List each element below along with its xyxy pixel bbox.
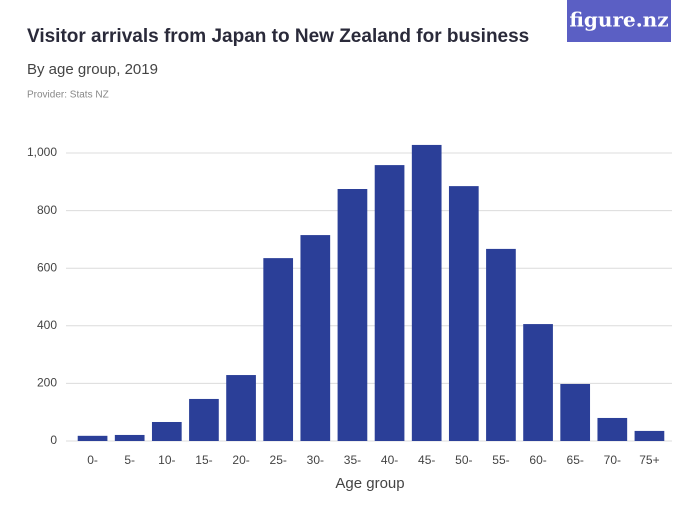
x-tick-label: 40-	[381, 453, 398, 467]
chart-subtitle: By age group, 2019	[27, 61, 158, 78]
x-tick-label: 0-	[87, 453, 98, 467]
bar	[151, 421, 182, 441]
bar	[114, 434, 145, 441]
x-tick-label: 30-	[307, 453, 324, 467]
x-tick-label: 15-	[195, 453, 212, 467]
bar	[263, 258, 294, 441]
bar	[411, 144, 442, 441]
bar	[226, 375, 256, 441]
y-tick-label: 400	[37, 318, 57, 332]
bar	[337, 189, 368, 441]
bar	[486, 248, 516, 441]
y-tick-label: 600	[37, 260, 57, 274]
logo: figure.nz	[569, 8, 668, 32]
bar	[374, 165, 405, 441]
x-tick-label: 5-	[124, 453, 135, 467]
chart-title: Visitor arrivals from Japan to New Zeala…	[27, 26, 529, 47]
x-tick-label: 65-	[567, 453, 584, 467]
bar	[300, 235, 331, 441]
bar	[523, 324, 553, 441]
x-tick-label: 10-	[158, 453, 175, 467]
y-tick-label: 800	[37, 203, 57, 217]
x-tick-label: 25-	[270, 453, 287, 467]
x-tick-label: 20-	[232, 453, 249, 467]
x-tick-label: 55-	[492, 453, 509, 467]
bar	[560, 383, 591, 441]
logo-box	[567, 0, 671, 42]
bar	[634, 430, 665, 441]
x-tick-label: 70-	[604, 453, 621, 467]
provider: Provider: Stats NZ	[27, 90, 109, 101]
x-axis-label: Age group	[335, 475, 404, 492]
bar	[448, 186, 479, 441]
x-tick-label: 75+	[639, 453, 659, 467]
x-tick-label: 50-	[455, 453, 472, 467]
bar	[597, 417, 628, 441]
bar	[189, 398, 219, 441]
bar	[77, 435, 108, 441]
y-tick-label: 1,000	[27, 145, 57, 159]
y-tick-label: 0	[50, 433, 57, 447]
x-tick-label: 35-	[344, 453, 361, 467]
x-tick-label: 45-	[418, 453, 435, 467]
y-tick-label: 200	[37, 376, 57, 390]
x-tick-label: 60-	[529, 453, 546, 467]
